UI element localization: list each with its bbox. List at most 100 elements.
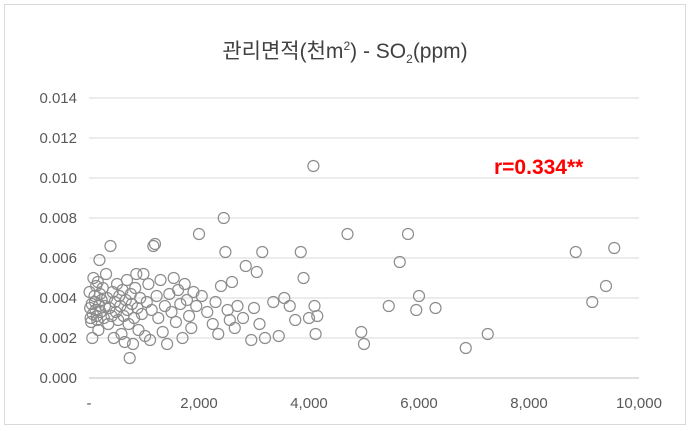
data-point bbox=[294, 245, 307, 259]
data-point bbox=[137, 267, 150, 281]
data-point bbox=[185, 321, 198, 335]
x-tick-label: 10,000 bbox=[616, 395, 662, 412]
data-point bbox=[169, 315, 182, 329]
data-point bbox=[459, 341, 472, 355]
data-point bbox=[481, 327, 494, 341]
data-point bbox=[104, 239, 117, 253]
x-tick-label: 2,000 bbox=[180, 395, 218, 412]
data-point bbox=[250, 265, 263, 279]
y-tick-label: 0.012 bbox=[39, 130, 77, 147]
data-point bbox=[309, 327, 322, 341]
data-point bbox=[308, 299, 321, 313]
data-point bbox=[147, 239, 160, 253]
data-point bbox=[267, 295, 280, 309]
data-point bbox=[256, 245, 269, 259]
data-point bbox=[142, 277, 155, 291]
data-point bbox=[302, 311, 316, 325]
data-point bbox=[93, 253, 106, 267]
data-point bbox=[156, 325, 169, 339]
data-point bbox=[586, 295, 599, 309]
data-point bbox=[88, 289, 101, 303]
data-point bbox=[130, 267, 143, 281]
data-point bbox=[412, 289, 426, 303]
y-tick-label: 0.004 bbox=[39, 290, 77, 307]
data-point bbox=[355, 325, 368, 339]
data-point bbox=[297, 271, 310, 285]
data-point bbox=[212, 327, 225, 341]
data-point bbox=[307, 159, 320, 173]
data-point bbox=[118, 335, 131, 349]
data-point bbox=[214, 279, 228, 293]
x-tick-label: 4,000 bbox=[290, 395, 328, 412]
y-tick-label: 0.008 bbox=[39, 210, 77, 227]
data-point bbox=[123, 351, 136, 365]
data-point bbox=[126, 337, 140, 351]
chart-frame: 관리면적(천m2) - SO2(ppm) 0.000 0.002 0.004 0.00… bbox=[4, 4, 686, 425]
data-point bbox=[608, 241, 621, 255]
y-tick-label: 0.014 bbox=[39, 90, 77, 107]
data-point bbox=[401, 227, 415, 241]
chart-title: 관리면적(천m2) - SO2(ppm) bbox=[222, 39, 467, 66]
y-tick-label: 0.002 bbox=[39, 330, 77, 347]
data-point bbox=[145, 303, 158, 317]
data-point bbox=[120, 273, 134, 287]
data-point bbox=[183, 309, 196, 323]
x-tick-label: 8,000 bbox=[510, 395, 548, 412]
data-point bbox=[429, 301, 442, 315]
data-point bbox=[113, 289, 126, 303]
data-point bbox=[209, 295, 222, 309]
data-point bbox=[172, 283, 185, 297]
data-points bbox=[83, 159, 621, 365]
data-point bbox=[95, 293, 108, 307]
x-tick-label: - bbox=[87, 395, 92, 412]
x-tick-label: 6,000 bbox=[400, 395, 438, 412]
data-point bbox=[231, 299, 244, 313]
data-point bbox=[174, 297, 187, 311]
data-point bbox=[86, 331, 99, 345]
data-point bbox=[225, 275, 239, 289]
data-point bbox=[93, 287, 107, 301]
data-point bbox=[148, 237, 162, 251]
data-point bbox=[134, 291, 147, 305]
data-point bbox=[201, 305, 214, 319]
data-point bbox=[245, 333, 258, 347]
data-point bbox=[192, 227, 206, 241]
scatter-chart: 관리면적(천m2) - SO2(ppm) 0.0000.0020.0040.00… bbox=[39, 39, 662, 412]
data-point bbox=[253, 317, 266, 331]
data-point bbox=[247, 301, 261, 315]
data-point bbox=[206, 317, 219, 331]
data-point bbox=[382, 299, 395, 313]
data-point bbox=[258, 331, 272, 345]
data-point bbox=[289, 313, 302, 327]
data-point bbox=[129, 281, 142, 295]
data-point bbox=[99, 267, 113, 281]
data-point bbox=[272, 329, 285, 343]
data-point bbox=[223, 313, 236, 327]
data-point bbox=[178, 277, 191, 291]
data-point bbox=[92, 323, 105, 337]
data-point bbox=[236, 311, 250, 325]
data-point bbox=[219, 245, 232, 259]
data-point bbox=[195, 289, 208, 303]
data-point bbox=[569, 245, 582, 259]
data-point bbox=[190, 299, 203, 313]
data-point bbox=[107, 331, 120, 345]
data-point bbox=[150, 289, 163, 303]
data-point bbox=[410, 303, 423, 317]
data-point bbox=[152, 311, 165, 325]
data-point bbox=[105, 309, 118, 323]
data-point bbox=[311, 309, 324, 323]
data-point bbox=[115, 327, 128, 341]
data-point bbox=[341, 227, 354, 241]
data-point bbox=[176, 331, 189, 345]
correlation-annotation: r=0.334** bbox=[494, 156, 584, 179]
data-point bbox=[91, 313, 104, 327]
data-point bbox=[217, 211, 230, 225]
data-point bbox=[158, 299, 171, 313]
y-tick-label: 0.010 bbox=[39, 170, 77, 187]
x-axis-ticks: - 2,000 4,000 6,000 8,000 10,000 bbox=[87, 395, 662, 412]
data-point bbox=[154, 273, 167, 287]
y-tick-label: 0.006 bbox=[39, 250, 77, 267]
data-point bbox=[393, 255, 406, 269]
data-point bbox=[357, 337, 371, 351]
